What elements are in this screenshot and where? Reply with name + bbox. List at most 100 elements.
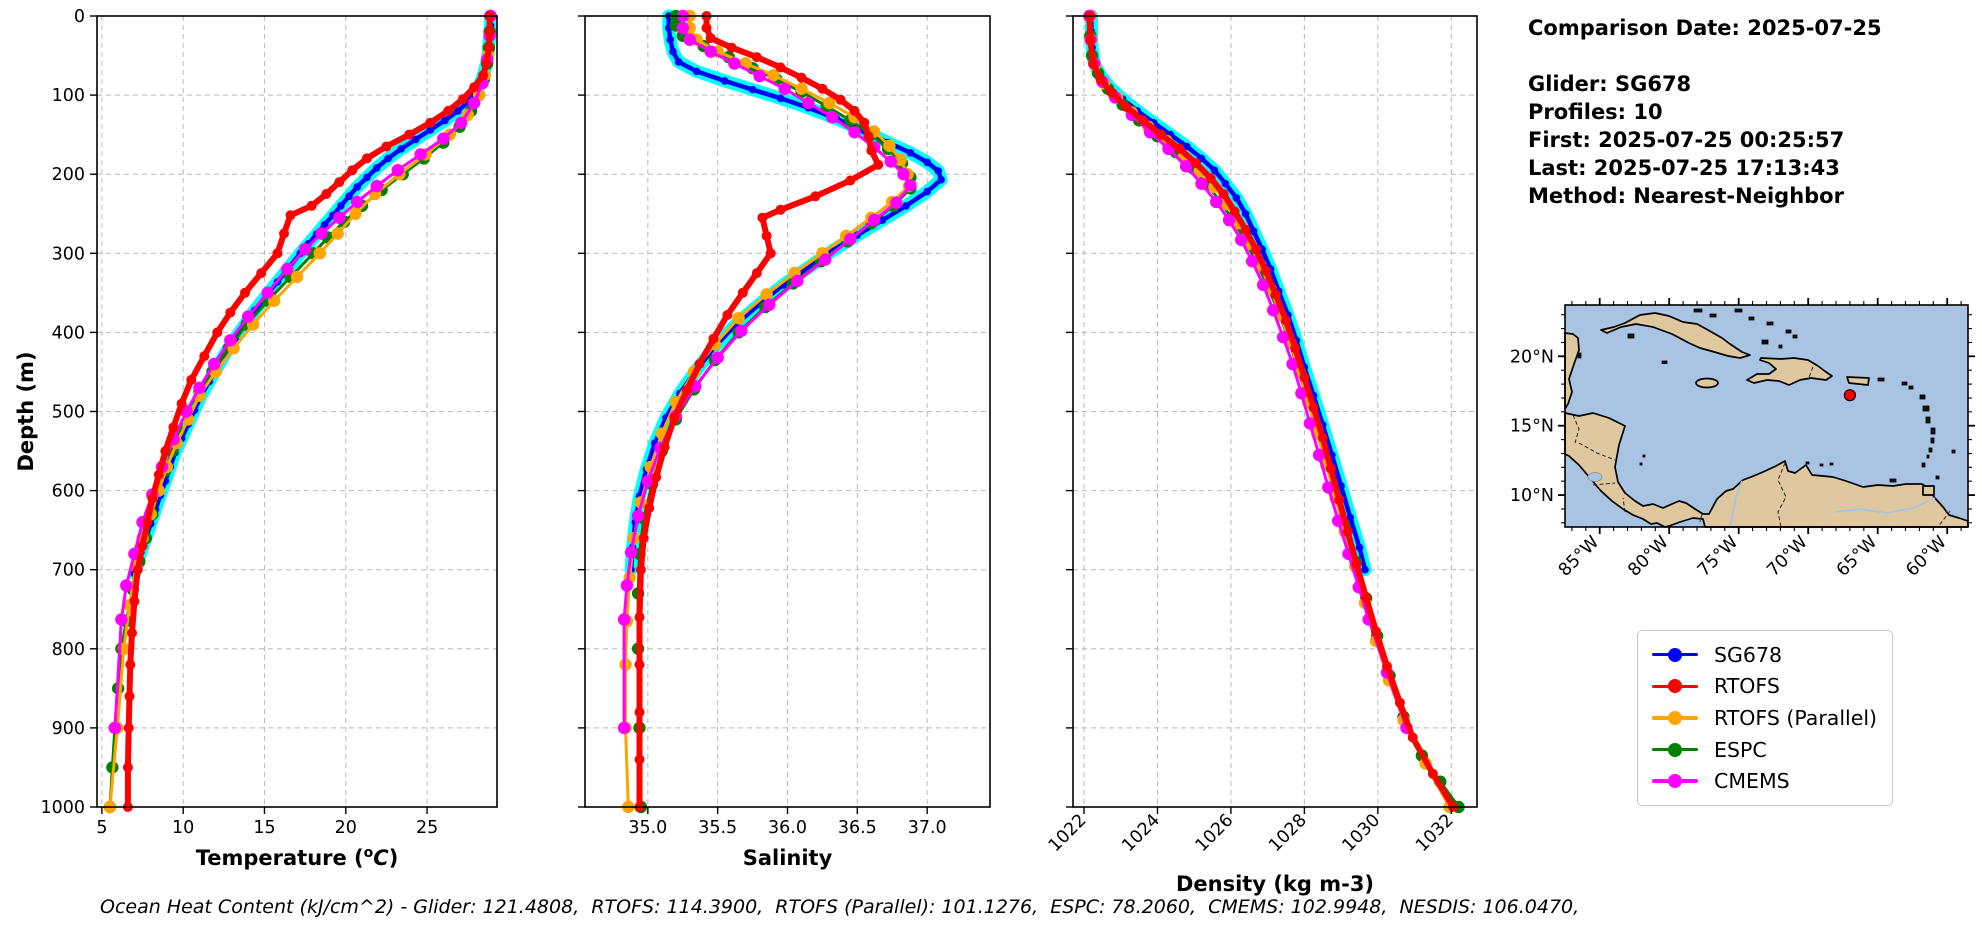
- river-magdalena: [1729, 480, 1743, 528]
- series-marker-RTOFS: [1205, 173, 1216, 184]
- series-marker-CMEMS: [1295, 387, 1308, 400]
- legend-label: ESPC: [1714, 737, 1767, 762]
- series-marker-RTOFS: [659, 442, 670, 453]
- series-marker-SG678: [692, 67, 701, 76]
- series-marker-CMEMS: [620, 579, 634, 592]
- first-profile-time-text: First: 2025-07-25 00:25:57: [1528, 128, 1845, 152]
- series-marker-RTOFS: [306, 200, 317, 211]
- series-marker-RTOFS: [796, 72, 807, 83]
- country-borders: [1572, 366, 1951, 528]
- series-marker-RTOFS: [1394, 697, 1405, 708]
- series-marker-RTOFS: [122, 762, 133, 773]
- series-marker-RTOFS: [765, 248, 776, 259]
- series-marker-RTOFS: [817, 83, 828, 94]
- series-marker-RTOFS: [1382, 661, 1392, 672]
- series-marker-CMEMS: [1246, 255, 1259, 268]
- map-y-tick-label: 15°N: [1510, 417, 1554, 437]
- series-marker-RTOFS: [256, 268, 267, 279]
- series-marker-RTOFS: [751, 268, 762, 279]
- map-x-tick-label: 75°W: [1694, 532, 1742, 580]
- series-marker-SG678: [748, 85, 757, 94]
- y-tick-label: 200: [52, 165, 85, 185]
- series-marker-SG678: [1232, 194, 1241, 202]
- series-marker-RTOFS: [381, 141, 392, 152]
- y-axis-label: Depth (m): [14, 351, 38, 471]
- series-marker-RTOFS: [125, 659, 136, 670]
- x-axis-label: Density (kg m-3): [1176, 872, 1374, 896]
- legend-label: RTOFS: [1714, 674, 1780, 699]
- series-marker-RTOFS: [866, 145, 877, 156]
- x-tick-label: 25: [416, 818, 438, 838]
- land-central-south-america: [1564, 412, 1969, 528]
- series-marker-RTOFS (Parallel): [313, 247, 326, 260]
- series-marker-RTOFS: [443, 105, 454, 116]
- series-marker-CMEMS: [617, 613, 631, 626]
- map-land-group: [1564, 308, 1969, 528]
- series-marker-CMEMS: [844, 232, 857, 246]
- ohc-footer: Ocean Heat Content (kJ/cm^2) - Glider: 1…: [100, 896, 1580, 918]
- series-marker-RTOFS: [634, 659, 645, 670]
- series-marker-RTOFS: [1325, 463, 1336, 474]
- series-marker-RTOFS: [1308, 402, 1319, 413]
- series-marker-CMEMS: [683, 33, 696, 46]
- series-marker-CMEMS: [826, 111, 839, 124]
- series-marker-RTOFS: [810, 191, 821, 202]
- series-marker-SG678: [878, 216, 887, 224]
- x-tick-label: 36.0: [768, 818, 807, 838]
- series-marker-CMEMS: [468, 96, 481, 110]
- series-marker-RTOFS (Parallel): [894, 153, 907, 167]
- series-marker-RTOFS: [681, 385, 692, 396]
- series-marker-CMEMS: [370, 179, 383, 193]
- series-marker-SG678: [1249, 227, 1258, 235]
- legend-marker-dot: [1668, 774, 1682, 789]
- series-marker-CMEMS: [437, 132, 450, 145]
- series-marker-CMEMS: [624, 546, 638, 559]
- y-tick-label: 1000: [40, 798, 85, 818]
- legend-marker-dot: [1668, 710, 1682, 725]
- series-marker-CMEMS: [1322, 481, 1335, 494]
- series-marker-CMEMS: [884, 155, 897, 168]
- series-marker-RTOFS: [1334, 495, 1345, 506]
- series-marker-RTOFS: [859, 117, 870, 128]
- legend-item-cmems: CMEMS: [1652, 769, 1878, 793]
- x-tick-label: 36.5: [838, 818, 877, 838]
- series-marker-CMEMS: [224, 334, 237, 347]
- series-marker-RTOFS: [726, 42, 737, 53]
- series-marker-RTOFS: [142, 517, 153, 528]
- series-marker-CMEMS: [897, 168, 910, 181]
- series-marker-RTOFS: [701, 22, 712, 33]
- series-marker-RTOFS (Parallel): [732, 312, 745, 325]
- series-marker-CMEMS: [1179, 160, 1193, 173]
- series-marker-RTOFS: [1250, 244, 1261, 255]
- legend: SG678 RTOFS RTOFS (Parallel) ESPC CMEMS: [1637, 630, 1893, 806]
- series-marker-CMEMS: [704, 45, 717, 58]
- legend-line-swatch: [1652, 647, 1698, 662]
- glider-position-marker: [1843, 389, 1856, 402]
- x-tick-label: 15: [253, 818, 275, 838]
- series-marker-SG678: [902, 202, 910, 210]
- series-marker-SG678: [337, 202, 345, 210]
- series-marker-CMEMS: [848, 126, 861, 139]
- series-marker-SG678: [320, 221, 329, 229]
- legend-label: CMEMS: [1714, 769, 1790, 794]
- series-marker-CMEMS: [1303, 417, 1317, 430]
- series-marker-RTOFS: [225, 307, 236, 318]
- series-marker-RTOFS: [334, 177, 345, 188]
- series-marker-RTOFS: [669, 412, 680, 423]
- series-marker-SG678: [454, 107, 462, 115]
- series-marker-RTOFS (Parallel): [290, 270, 304, 284]
- series-marker-RTOFS (Parallel): [795, 82, 808, 96]
- series-marker-RTOFS (Parallel): [823, 96, 836, 110]
- series-marker-RTOFS: [1260, 265, 1271, 276]
- series-marker-RTOFS: [863, 131, 874, 142]
- series-marker-RTOFS: [1351, 559, 1362, 570]
- series-marker-RTOFS: [1121, 102, 1132, 112]
- river-orinoco: [1834, 497, 1936, 514]
- density-profile-plot: 1022 1024 1026 1028 1030 1032 Density (kg m-3): [1045, 9, 1478, 896]
- series-line-SG678: [132, 13, 493, 576]
- series-marker-CMEMS: [391, 164, 404, 177]
- series-marker-CMEMS: [617, 721, 631, 735]
- series-marker-CMEMS: [763, 298, 776, 311]
- y-tick-label: 400: [52, 323, 85, 343]
- y-tick-label: 100: [52, 86, 85, 106]
